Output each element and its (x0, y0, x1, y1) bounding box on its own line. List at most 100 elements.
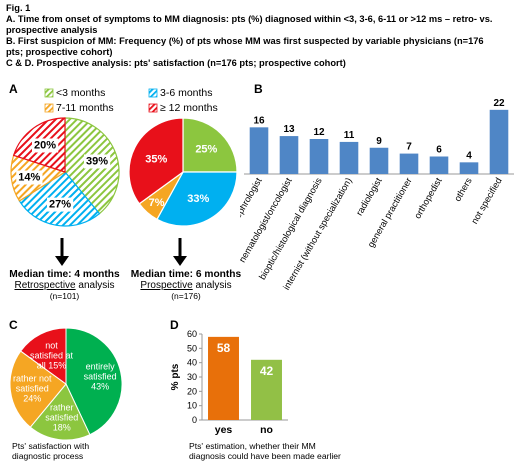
pie-slice-not-satisfied (20, 328, 67, 385)
category-label: no (260, 424, 273, 436)
bar-value-label: 9 (376, 136, 382, 147)
legend-prospective-swatches (148, 88, 158, 113)
y-tick-label: 50 (187, 343, 197, 353)
category-label: radiologist (354, 176, 384, 218)
pie-label-entirely-satisfied: entirely satisfied 43% (84, 361, 117, 391)
y-tick-label: 40 (187, 358, 197, 368)
legend-retrospective: <3 months 7-11 months (44, 87, 134, 117)
median-prospective: Median time: 6 months Prospective analys… (126, 269, 246, 301)
y-tick-label: 20 (187, 386, 197, 396)
pie-label-7-11: 7% (149, 197, 165, 209)
pie-label-ge12: 20% (34, 139, 56, 151)
category-label: orthopedist (412, 176, 444, 221)
bar-5 (399, 153, 419, 174)
bar-7 (459, 162, 479, 174)
pie-slice-ge12 (128, 117, 184, 205)
y-tick-label: 10 (187, 401, 197, 411)
bar-4 (369, 147, 389, 174)
pie-slice-rather-not-satisfied (9, 350, 67, 428)
pie-slice-3-6 (156, 171, 238, 227)
pie-chart-prospective: 25% 33% 7% 35% (128, 117, 238, 227)
legend-swatch-ge12 (148, 103, 158, 113)
median-retrospective: Median time: 4 months Retrospective anal… (7, 269, 122, 301)
median-prospective-n: (n=176) (171, 291, 201, 301)
caption-c: Pts' satisfaction with diagnostic proces… (12, 441, 89, 461)
pie-label-bg-lt3 (83, 154, 111, 169)
description-b-cont: pts; prospective cohort) (6, 47, 113, 57)
pie-label-bg-ge12 (31, 138, 59, 153)
caption-c-line-1: Pts' satisfaction with (12, 441, 90, 451)
pie-label-not-satisfied: not satisfied at all 15% (30, 340, 74, 370)
arrow-down-retrospective-icon (55, 238, 69, 266)
bar-value-label: 4 (466, 150, 472, 161)
pie-label-lt3: 39% (86, 155, 108, 167)
legend-swatch-7-11 (44, 103, 54, 113)
legend-label-7-11: 7-11 months (56, 102, 114, 114)
pie-label-rather-satisfied: rather satisfied 18% (45, 403, 78, 433)
legend-label-ge12: ≥ 12 months (160, 102, 218, 114)
bar-value-label: 58 (217, 341, 231, 355)
bar-6 (429, 156, 449, 174)
median-retrospective-suffix: analysis (75, 280, 115, 291)
bar-2 (309, 139, 329, 174)
description-b: B. First suspicion of MM: Frequency (%) … (6, 36, 484, 46)
category-label: others (452, 176, 474, 203)
bar-chart-earlier-diagnosis: 0 10 20 30 40 50 60 % pts 58 yes 42 no (170, 329, 288, 436)
pie-label-bg-3-6 (46, 197, 74, 212)
pie-label-ge12: 35% (145, 153, 167, 165)
median-retrospective-n: (n=101) (49, 291, 80, 301)
pie-slice-lt3 (182, 117, 238, 173)
bar-no (251, 359, 282, 420)
bar-3 (339, 141, 359, 174)
pie-label-lt3: 25% (195, 144, 217, 156)
bar-chart-first-suspicion: 16nephrologist13hematologist/oncologist1… (240, 98, 514, 292)
bar-value-label: 12 (313, 127, 325, 138)
figure-label: Fig. 1 (6, 3, 31, 13)
pie-slice-rather-satisfied (29, 383, 91, 441)
arrow-down-prospective-icon (173, 238, 187, 266)
median-retrospective-word: Retrospective (14, 280, 76, 291)
bar-value-label: 13 (283, 124, 295, 135)
legend-label-3-6: 3-6 months (160, 87, 213, 99)
description-a: A. Time from onset of symptoms to MM dia… (6, 14, 493, 24)
median-prospective-title: Median time: 6 months (130, 269, 242, 280)
y-axis-label: % pts (170, 363, 181, 390)
panel-letter-d: D (170, 318, 179, 332)
pie-slice-entirely-satisfied (65, 328, 123, 436)
bar-value-label: 16 (253, 115, 265, 126)
legend-prospective: 3-6 months ≥ 12 months (148, 87, 248, 117)
bar-value-label: 11 (344, 130, 355, 141)
pie-label-3-6: 33% (187, 193, 209, 205)
bar-value-label: 42 (260, 364, 274, 378)
pie-chart-retrospective: 39% 27% 14% 20% (10, 117, 120, 227)
legend-swatch-lt3 (44, 88, 54, 98)
legend-label-lt3: <3 months (56, 87, 106, 99)
caption-d-line-1: Pts' estimation, whether their MM (189, 441, 316, 451)
bar-8 (489, 109, 509, 174)
bar-value-label: 22 (493, 98, 505, 109)
legend-retrospective-swatches (44, 88, 54, 113)
y-tick-label: 0 (192, 415, 197, 425)
panel-letter-c: C (9, 318, 18, 332)
bar-1 (279, 136, 299, 174)
bar-value-label: 6 (436, 145, 442, 156)
caption-d: Pts' estimation, whether their MM diagno… (189, 441, 341, 461)
pie-label-bg-7-11 (16, 170, 43, 185)
pie-label-rather-not-satisfied: rather not satisfied 24% (13, 373, 52, 403)
pie-chart-satisfaction: entirely satisfied 43%rather satisfied 18%ra… (9, 328, 123, 441)
caption-d-line-2: diagnosis could have been made earlier (189, 451, 341, 461)
legend-swatch-3-6 (148, 88, 158, 98)
category-label: not specified (469, 176, 503, 226)
description-a-cont: prospective analysis (6, 25, 98, 35)
pie-label-7-11: 14% (18, 172, 40, 184)
y-tick-label: 60 (187, 329, 197, 339)
bar-yes (208, 336, 239, 420)
median-prospective-suffix: analysis (192, 280, 232, 291)
median-retrospective-title: Median time: 4 months (9, 269, 120, 280)
y-tick-label: 30 (187, 372, 197, 382)
panel-letter-b: B (254, 82, 263, 96)
pie-label-3-6: 27% (49, 199, 71, 211)
median-prospective-word: Prospective (140, 280, 193, 291)
bar-0 (249, 127, 269, 174)
bar-value-label: 7 (406, 142, 412, 153)
